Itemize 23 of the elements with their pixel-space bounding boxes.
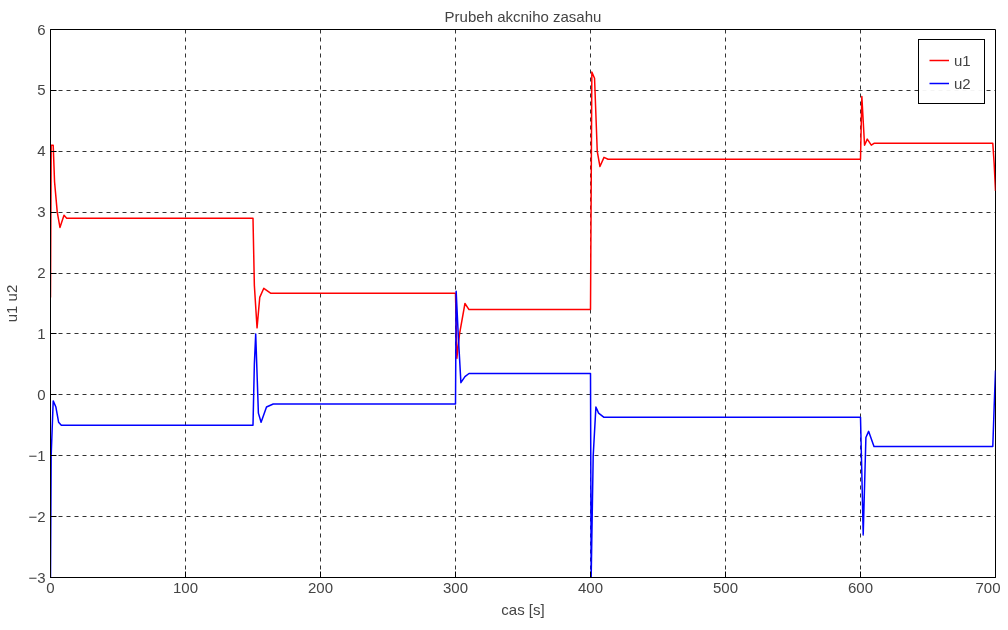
x-tick-label: 200 xyxy=(307,578,334,596)
legend-label: u2 xyxy=(954,74,972,92)
x-tick-label: 300 xyxy=(442,578,469,596)
y-tick-label: 1 xyxy=(37,324,46,342)
x-tick-label: 400 xyxy=(577,578,604,596)
chart-title: Prubeh akcniho zasahu xyxy=(444,7,602,25)
x-axis-title: cas [s] xyxy=(501,600,545,618)
y-tick-label: 4 xyxy=(37,142,46,160)
y-axis-title: u1 u2 xyxy=(3,284,21,323)
legend-label: u1 xyxy=(954,51,972,69)
x-tick-label: 700 xyxy=(975,578,1001,596)
line-series xyxy=(50,71,996,360)
y-tick-label: −3 xyxy=(28,568,46,586)
y-tick-label: 3 xyxy=(37,203,46,221)
y-tick-label: 6 xyxy=(37,20,46,38)
y-tick-label: 0 xyxy=(37,385,46,403)
x-tick-label: 600 xyxy=(847,578,874,596)
x-tick-label: 100 xyxy=(172,578,199,596)
y-tick-label: −2 xyxy=(28,507,46,525)
y-tick-label: −1 xyxy=(28,446,46,464)
y-tick-label: 2 xyxy=(37,264,46,282)
x-tick-label: 500 xyxy=(712,578,739,596)
y-tick-label: 5 xyxy=(37,81,46,99)
